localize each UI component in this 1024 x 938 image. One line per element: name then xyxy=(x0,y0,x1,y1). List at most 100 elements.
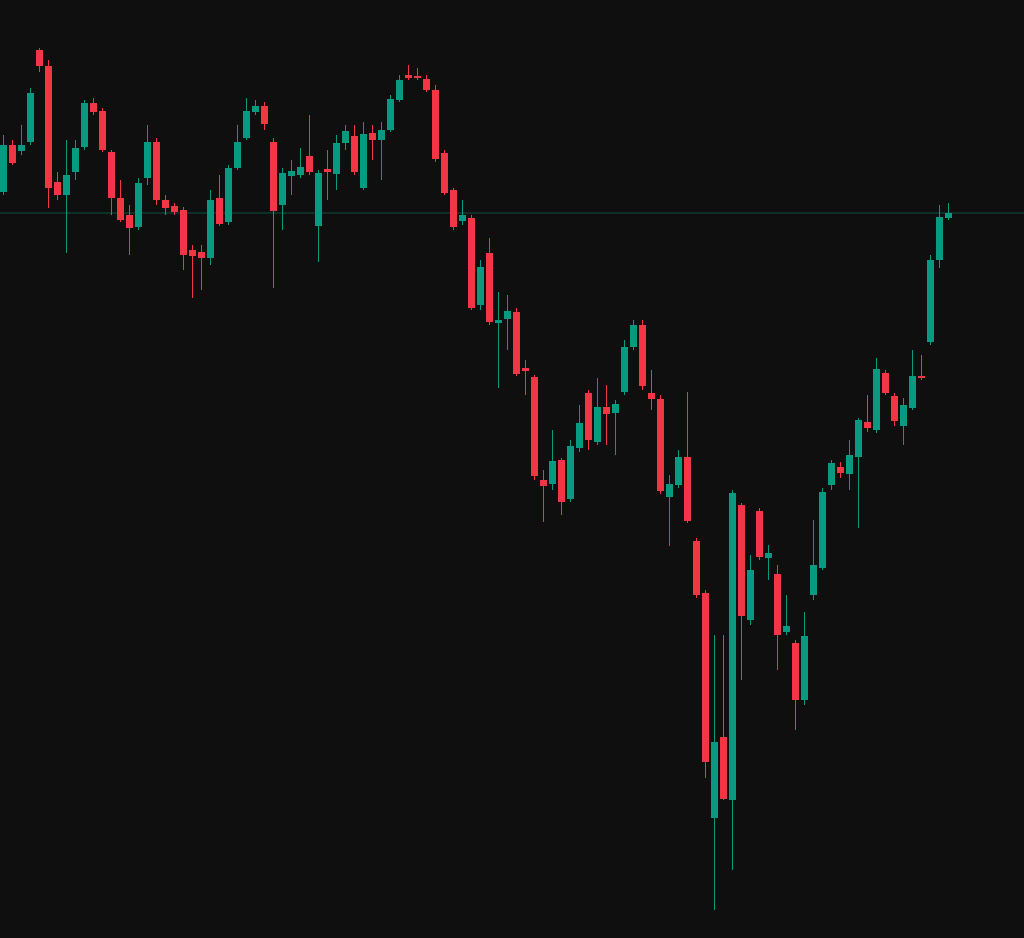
candle-body xyxy=(747,570,754,620)
candle-body xyxy=(621,347,628,392)
candle-body xyxy=(171,206,178,212)
candle-body xyxy=(54,182,61,195)
candle-body xyxy=(522,368,529,371)
candle-body xyxy=(198,252,205,258)
candle-body xyxy=(360,134,367,188)
candle-body xyxy=(324,169,331,172)
candle-body xyxy=(585,393,592,440)
candle-body xyxy=(306,156,313,172)
candle-body xyxy=(738,505,745,616)
candle-body xyxy=(27,93,34,142)
candle-body xyxy=(504,311,511,319)
candle-body xyxy=(315,173,322,226)
candle-body xyxy=(711,742,718,818)
candle-body xyxy=(567,446,574,499)
candle-body xyxy=(612,404,619,413)
candle-body xyxy=(684,457,691,521)
candle-body xyxy=(765,553,772,558)
candle-body xyxy=(72,148,79,172)
candle-body xyxy=(666,484,673,497)
candle-body xyxy=(297,167,304,175)
candle-body xyxy=(603,407,610,414)
candle-body xyxy=(108,152,115,198)
candle-body xyxy=(270,142,277,211)
candle-body xyxy=(900,405,907,426)
candle-body xyxy=(432,90,439,159)
candle-body xyxy=(9,145,16,163)
candle-body xyxy=(36,50,43,66)
candle-body xyxy=(441,153,448,193)
candle-body xyxy=(414,76,421,78)
candle-body xyxy=(864,422,871,428)
candle-body xyxy=(594,407,601,442)
candle-body xyxy=(729,493,736,800)
candle-body xyxy=(810,565,817,595)
candle-body xyxy=(63,175,70,195)
candle-body xyxy=(261,106,268,124)
candle-body xyxy=(153,142,160,200)
candle-body xyxy=(135,183,142,227)
candle-body xyxy=(333,143,340,174)
candle-body xyxy=(495,320,502,323)
candle-body xyxy=(387,99,394,130)
candle-body xyxy=(657,399,664,491)
candle-body xyxy=(234,142,241,168)
candle-body xyxy=(828,463,835,485)
candle-body xyxy=(792,643,799,700)
candle-body xyxy=(279,173,286,205)
candle-body xyxy=(144,142,151,178)
candle-body xyxy=(702,593,709,762)
candle-body xyxy=(720,737,727,799)
candle-body xyxy=(630,325,637,347)
candle-body xyxy=(891,396,898,421)
candle-body xyxy=(936,217,943,260)
candle-body xyxy=(648,393,655,399)
candle-body xyxy=(450,190,457,227)
candle-body xyxy=(513,312,520,374)
candle-body xyxy=(576,423,583,448)
candle-body xyxy=(243,111,250,138)
candle-body xyxy=(549,461,556,484)
candle-body xyxy=(396,80,403,100)
candle-body xyxy=(459,215,466,221)
candle-body xyxy=(855,420,862,457)
candle-body xyxy=(351,136,358,172)
candle-body xyxy=(423,79,430,90)
candle-body xyxy=(873,369,880,430)
candle-body xyxy=(882,373,889,393)
candle-body xyxy=(927,260,934,342)
candle-body xyxy=(783,626,790,632)
candle-body xyxy=(90,103,97,112)
candle-body xyxy=(477,267,484,305)
candle-body xyxy=(378,130,385,140)
candle-body xyxy=(189,250,196,256)
candle-body xyxy=(837,467,844,473)
candle-body xyxy=(756,511,763,557)
candle-body xyxy=(0,145,7,192)
candle-body xyxy=(531,377,538,476)
candle-body xyxy=(468,218,475,308)
candle-body xyxy=(81,103,88,147)
candle-body xyxy=(45,66,52,188)
candle-body xyxy=(801,636,808,700)
candle-body xyxy=(216,198,223,224)
candle-body xyxy=(162,200,169,208)
candle-body xyxy=(207,200,214,258)
candle-body xyxy=(288,171,295,176)
candle-body xyxy=(909,376,916,408)
candle-body xyxy=(180,210,187,255)
candle-body xyxy=(675,457,682,485)
candle-body xyxy=(774,574,781,635)
candle-body xyxy=(540,480,547,486)
candle-body xyxy=(99,111,106,150)
candle-body xyxy=(225,168,232,222)
candle-body xyxy=(405,75,412,78)
candle-body xyxy=(639,325,646,386)
candle-body xyxy=(117,198,124,220)
candle-body xyxy=(252,106,259,112)
candle-body xyxy=(486,253,493,322)
candle-body xyxy=(846,455,853,474)
candle-body xyxy=(945,213,952,218)
